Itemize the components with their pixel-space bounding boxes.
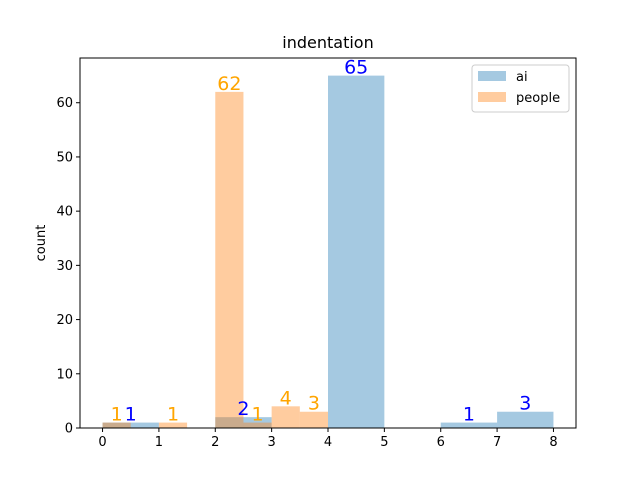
- data-label-ai-4: 3: [519, 393, 531, 415]
- x-tick-label-2: 2: [211, 435, 219, 450]
- data-label-people-1: 1: [167, 404, 179, 426]
- bar-people-2: [215, 91, 244, 428]
- data-label-ai-1: 2: [237, 398, 249, 420]
- data-label-people-0: 1: [111, 404, 123, 426]
- y-tick-label-3: 30: [56, 259, 73, 274]
- x-tick-label-0: 0: [98, 435, 106, 450]
- bar-ai-1: [215, 417, 272, 428]
- x-tick-label-5: 5: [380, 435, 388, 450]
- bar-people-3: [243, 422, 272, 428]
- y-axis-ticks: 0 10 20 30 40 50 60: [56, 96, 80, 437]
- data-label-ai-2: 65: [344, 57, 368, 79]
- bar-people-5: [299, 411, 328, 428]
- y-tick-label-0: 0: [65, 422, 73, 437]
- bar-ai-4: [497, 411, 554, 428]
- legend-label-ai: ai: [516, 70, 528, 85]
- y-tick-label-2: 20: [56, 313, 73, 328]
- x-axis-ticks: 0 1 2 3 4 5 6 7 8: [98, 428, 558, 450]
- legend-box: [471, 64, 570, 113]
- y-tick-label-4: 40: [56, 205, 73, 220]
- bars-layer: [102, 75, 554, 428]
- bar-ai-3: [440, 422, 498, 428]
- data-label-people-4: 4: [280, 387, 292, 409]
- bar-ai-2: [328, 75, 385, 428]
- data-label-ai-3: 1: [463, 404, 475, 426]
- bar-ai-0: [102, 422, 159, 428]
- x-tick-label-1: 1: [155, 435, 163, 450]
- x-tick-label-4: 4: [324, 435, 332, 450]
- legend-swatch-people: [478, 92, 506, 102]
- data-label-people-5: 3: [308, 393, 320, 415]
- y-axis-label: count: [34, 225, 49, 262]
- bar-people-0: [102, 422, 131, 428]
- data-label-people-2: 62: [217, 73, 241, 95]
- y-tick-label-5: 50: [56, 150, 73, 165]
- y-tick-label-1: 10: [56, 367, 73, 382]
- data-label-ai-0: 1: [125, 404, 137, 426]
- bar-people-1: [158, 422, 188, 428]
- legend: ai people: [471, 64, 570, 113]
- x-tick-label-7: 7: [493, 435, 501, 450]
- x-tick-label-3: 3: [267, 435, 275, 450]
- x-tick-label-6: 6: [437, 435, 445, 450]
- y-tick-label-6: 60: [56, 96, 73, 111]
- bar-people-4: [271, 406, 300, 428]
- data-label-people-3: 1: [251, 404, 263, 426]
- chart-title: indentation: [282, 33, 373, 52]
- legend-swatch-ai: [478, 71, 506, 81]
- legend-label-people: people: [516, 91, 560, 106]
- x-tick-label-8: 8: [549, 435, 557, 450]
